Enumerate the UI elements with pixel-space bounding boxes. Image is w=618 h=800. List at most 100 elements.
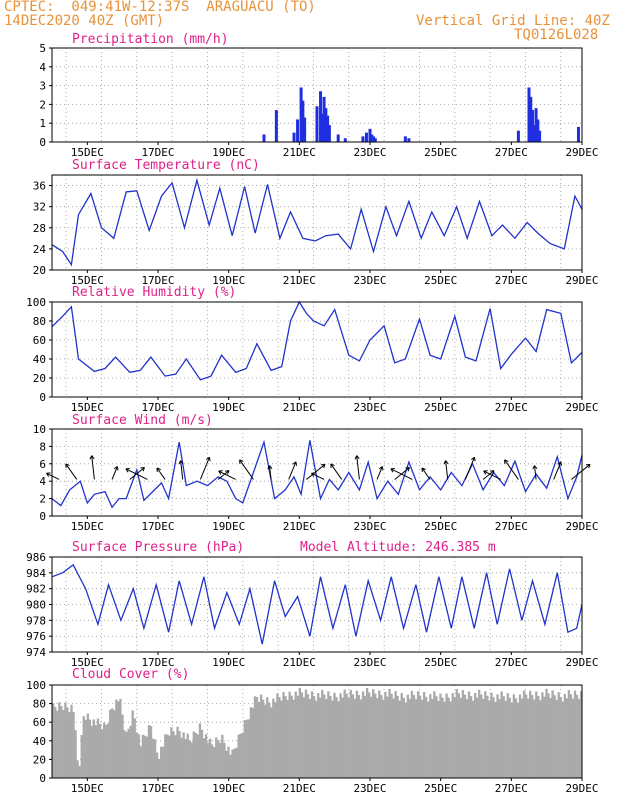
wind-arrow-head [218, 470, 222, 475]
x-tick-label: 23DEC [353, 146, 386, 159]
cloud-bar [107, 723, 110, 778]
cloud-bar [233, 748, 236, 778]
y-tick-label: 978 [26, 614, 46, 627]
precip-bar [326, 115, 330, 142]
wind-arrow-head [224, 470, 229, 472]
y-tick-label: 40 [33, 353, 46, 366]
cloud-bar [294, 691, 297, 778]
panel-subtitle: Model Altitude: 246.385 m [300, 540, 496, 555]
cloud-bar [178, 730, 181, 778]
cloud-bar [541, 692, 544, 778]
x-tick-label: 15DEC [71, 520, 104, 533]
model-id: TQ0126L028 [514, 27, 599, 43]
cloud-bar [431, 698, 434, 778]
cloud-bar [243, 720, 246, 778]
precip-bar [529, 96, 533, 142]
wind-arrow-head [239, 459, 244, 462]
cloud-bar [200, 729, 204, 778]
cloud-bar [579, 691, 583, 778]
y-tick-label: 36 [33, 180, 46, 193]
cloud-bar [314, 700, 318, 778]
x-tick-label: 29DEC [565, 656, 598, 669]
cloud-bar [323, 694, 326, 778]
cloud-bar [496, 694, 499, 778]
cloud-bar [529, 690, 532, 778]
cloud-bar [392, 698, 395, 778]
cloud-bar [137, 734, 140, 778]
cloud-bar [54, 706, 57, 778]
cloud-bar [274, 702, 277, 778]
wind-arrow [288, 461, 297, 480]
cloud-bar [312, 696, 316, 778]
x-tick-label: 17DEC [141, 274, 174, 287]
wind-arrow-head [142, 467, 145, 472]
wind-arrow-head [320, 463, 326, 466]
cloud-bar [341, 697, 344, 778]
y-tick-label: 20 [33, 264, 46, 277]
cloud-bar [471, 700, 475, 778]
cloud-bar [225, 750, 228, 778]
x-tick-label: 25DEC [424, 146, 457, 159]
cloud-bar [102, 722, 106, 778]
cloud-bar [361, 691, 365, 778]
y-tick-label: 1 [39, 117, 46, 130]
cloud-bar [412, 695, 416, 778]
cloud-bar [251, 707, 255, 778]
cloud-bar [531, 695, 534, 778]
cloud-bar [129, 725, 132, 778]
precip-bar [292, 132, 296, 142]
cloud-bar [127, 728, 130, 778]
precip-bar [372, 136, 376, 142]
cloud-bar [82, 716, 85, 778]
cloud-bar [76, 760, 79, 778]
wind-arrow-head [267, 465, 270, 470]
x-tick-label: 19DEC [212, 520, 245, 533]
cloud-bar [84, 719, 87, 778]
y-tick-label: 5 [39, 42, 46, 55]
wind-arrow [125, 468, 148, 480]
cloud-bar [394, 691, 397, 778]
wind-arrow-head [483, 470, 487, 475]
cloud-bar [380, 695, 383, 778]
cloud-bar [451, 693, 454, 778]
cloud-bar [194, 732, 198, 778]
cloud-bar [567, 690, 571, 778]
cloud-bar [516, 702, 520, 778]
y-tick-label: 986 [26, 551, 46, 564]
cloud-bar [131, 710, 134, 778]
y-tick-label: 980 [26, 599, 46, 612]
wind-arrow-head [504, 459, 509, 462]
cloud-bar [284, 696, 287, 778]
cloud-bar [300, 692, 304, 778]
cloud-bar [66, 707, 69, 778]
panel-frame [51, 428, 583, 517]
y-tick-label: 100 [26, 679, 46, 692]
cloud-bar [390, 693, 393, 778]
cloud-bar [280, 700, 283, 778]
cloud-bar [141, 734, 145, 778]
wind-arrow-head [492, 470, 495, 475]
cloud-bar [569, 694, 573, 778]
cloud-bar [78, 766, 81, 778]
cloud-bar [290, 695, 293, 778]
y-tick-label: 976 [26, 630, 46, 643]
cloud-bar [543, 696, 546, 778]
cloud-bar [545, 688, 548, 778]
y-tick-label: 32 [33, 201, 46, 214]
cloud-bar [196, 734, 200, 778]
wind-arrow [218, 470, 236, 480]
cloud-bar [374, 693, 377, 778]
cloud-bar [219, 742, 222, 778]
cloud-bar [186, 733, 189, 778]
cloud-bar [304, 689, 308, 778]
cloud-bar [425, 696, 428, 778]
x-tick-label: 27DEC [495, 401, 528, 414]
wind-arrow-head [560, 461, 563, 466]
cloud-bar [276, 693, 279, 778]
cloud-bar [52, 703, 55, 778]
cloud-bar [423, 692, 426, 778]
cloud-bar [249, 707, 253, 778]
cloud-bar [268, 702, 271, 778]
wind-arrow [390, 468, 413, 480]
y-tick-label: 0 [39, 136, 46, 149]
